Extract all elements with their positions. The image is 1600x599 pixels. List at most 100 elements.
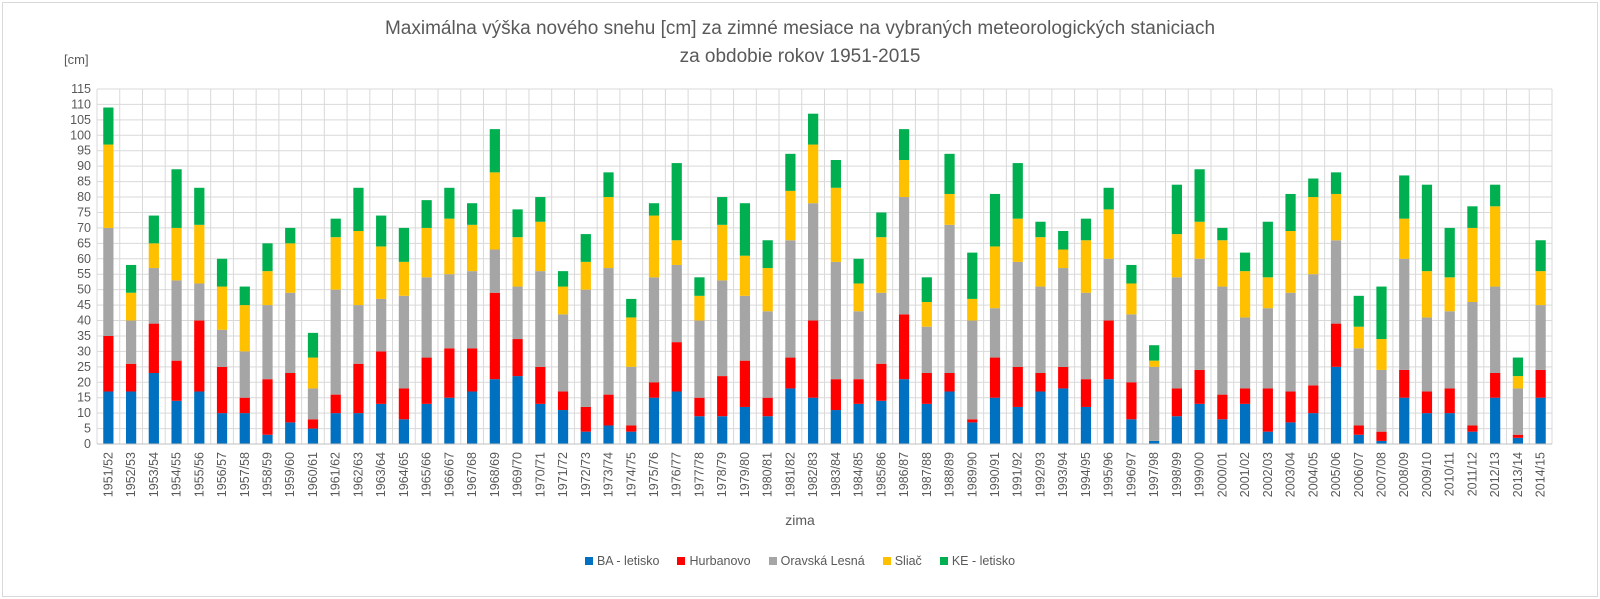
x-tick-label: 1996/97: [1124, 452, 1138, 497]
bar-segment-oravsk-lesn-: [921, 326, 932, 373]
bar-segment-slia-: [1490, 206, 1501, 287]
bar-segment-oravsk-lesn-: [1490, 286, 1501, 373]
bar-segment-ke-letisko: [717, 197, 728, 225]
x-tick-label: 2007/08: [1374, 452, 1388, 497]
bar-segment-oravsk-lesn-: [330, 289, 341, 395]
bar-segment-ba-letisko: [398, 419, 410, 444]
x-tick-label: 2012/13: [1488, 452, 1502, 497]
bar-segment-ke-letisko: [148, 215, 159, 244]
y-tick-label: 65: [77, 236, 91, 250]
bar-segment-hurbanovo: [1467, 425, 1478, 432]
bar-segment-ba-letisko: [1126, 419, 1137, 444]
bar-segment-hurbanovo: [1171, 388, 1182, 417]
bar-segment-hurbanovo: [1444, 388, 1455, 414]
bar-segment-ke-letisko: [808, 113, 819, 145]
legend-item: Oravská Lesná: [768, 554, 865, 568]
bar-segment-ba-letisko: [1467, 431, 1478, 444]
y-tick-label: 45: [77, 298, 91, 312]
bar-segment-ba-letisko: [944, 391, 955, 444]
bar-segment-oravsk-lesn-: [1330, 240, 1342, 324]
bar-segment-slia-: [398, 261, 410, 296]
bar-segment-ba-letisko: [1308, 413, 1319, 444]
bar-segment-hurbanovo: [398, 388, 410, 420]
bar-segment-hurbanovo: [103, 335, 114, 392]
bar-segment-hurbanovo: [1512, 434, 1524, 438]
bar-segment-slia-: [330, 237, 341, 290]
bar-segment-oravsk-lesn-: [1171, 277, 1182, 389]
bar-segment-hurbanovo: [1217, 394, 1228, 420]
bar-segment-ke-letisko: [1103, 187, 1114, 210]
bar-segment-slia-: [1376, 339, 1387, 370]
bar-segment-slia-: [1421, 271, 1433, 318]
bar-segment-hurbanovo: [194, 320, 205, 392]
bar-segment-ba-letisko: [1171, 416, 1182, 444]
bar-segment-oravsk-lesn-: [467, 271, 478, 349]
bar-segment-hurbanovo: [421, 357, 432, 404]
bar-segment-oravsk-lesn-: [898, 197, 910, 315]
bar-segment-hurbanovo: [1194, 369, 1205, 404]
y-tick-label: 15: [77, 391, 91, 405]
bar-segment-hurbanovo: [853, 379, 864, 404]
bar-segment-oravsk-lesn-: [1308, 274, 1319, 386]
y-axis-label: [cm]: [64, 52, 89, 67]
bar-segment-ba-letisko: [103, 391, 114, 444]
bar-segment-slia-: [1126, 283, 1137, 315]
bar-segment-ba-letisko: [1535, 397, 1546, 444]
bar-segment-oravsk-lesn-: [125, 320, 137, 364]
bar-segment-hurbanovo: [1399, 369, 1410, 398]
x-tick-label: 1993/94: [1056, 452, 1070, 497]
y-tick-label: 0: [84, 437, 91, 451]
bar-segment-hurbanovo: [557, 391, 569, 411]
y-tick-label: 75: [77, 205, 91, 219]
bar-segment-hurbanovo: [876, 363, 887, 401]
y-tick-label: 20: [77, 375, 91, 389]
bar-segment-oravsk-lesn-: [444, 274, 455, 349]
bar-segment-ba-letisko: [648, 397, 660, 444]
bar-segment-ke-letisko: [1535, 240, 1546, 272]
bar-segment-ba-letisko: [467, 391, 478, 444]
bar-segment-hurbanovo: [216, 366, 228, 414]
bar-segment-ba-letisko: [216, 413, 228, 444]
bar-segment-slia-: [1512, 376, 1524, 389]
x-tick-label: 2014/15: [1534, 452, 1548, 497]
bar-segment-ke-letisko: [626, 298, 637, 318]
bar-segment-hurbanovo: [330, 394, 341, 414]
x-tick-label: 1998/99: [1170, 452, 1184, 497]
bar-segment-ke-letisko: [285, 227, 296, 244]
x-tick-label: 1972/73: [579, 452, 593, 497]
bar-segment-oravsk-lesn-: [239, 351, 250, 398]
bar-segment-hurbanovo: [444, 348, 455, 398]
bar-segment-slia-: [239, 305, 250, 352]
legend-label: BA - letisko: [596, 554, 660, 568]
x-tick-label: 1989/90: [965, 452, 979, 497]
bar-segment-ba-letisko: [512, 376, 523, 444]
bar-segment-ba-letisko: [1058, 388, 1069, 444]
bar-segment-slia-: [762, 268, 773, 312]
x-tick-label: 1983/84: [829, 452, 843, 497]
bar-segment-oravsk-lesn-: [876, 292, 887, 364]
bar-segment-oravsk-lesn-: [739, 295, 751, 361]
bar-segment-slia-: [1194, 221, 1205, 259]
bar-segment-slia-: [898, 160, 910, 198]
bar-segment-hurbanovo: [1080, 379, 1092, 407]
bar-segment-ke-letisko: [1512, 357, 1524, 377]
bar-segment-oravsk-lesn-: [557, 314, 569, 392]
bar-segment-hurbanovo: [1330, 323, 1342, 367]
bar-segment-oravsk-lesn-: [216, 329, 228, 367]
bar-segment-ba-letisko: [1490, 397, 1501, 444]
bar-segment-oravsk-lesn-: [1512, 388, 1524, 435]
bar-segment-ba-letisko: [194, 391, 205, 444]
x-tick-label: 1957/58: [238, 452, 252, 497]
bar-segment-oravsk-lesn-: [808, 203, 819, 321]
bar-segment-hurbanovo: [1262, 388, 1273, 432]
bar-segment-oravsk-lesn-: [694, 320, 705, 398]
chart-subtitle: za obdobie rokov 1951-2015: [679, 46, 921, 67]
x-tick-label: 1981/82: [783, 452, 797, 497]
x-tick-label: 1963/64: [374, 452, 388, 497]
bar-segment-ba-letisko: [1512, 437, 1524, 444]
y-tick-label: 95: [77, 144, 91, 158]
bar-segment-slia-: [1171, 234, 1182, 278]
bar-segment-oravsk-lesn-: [1399, 258, 1410, 370]
bar-segment-slia-: [648, 215, 660, 278]
